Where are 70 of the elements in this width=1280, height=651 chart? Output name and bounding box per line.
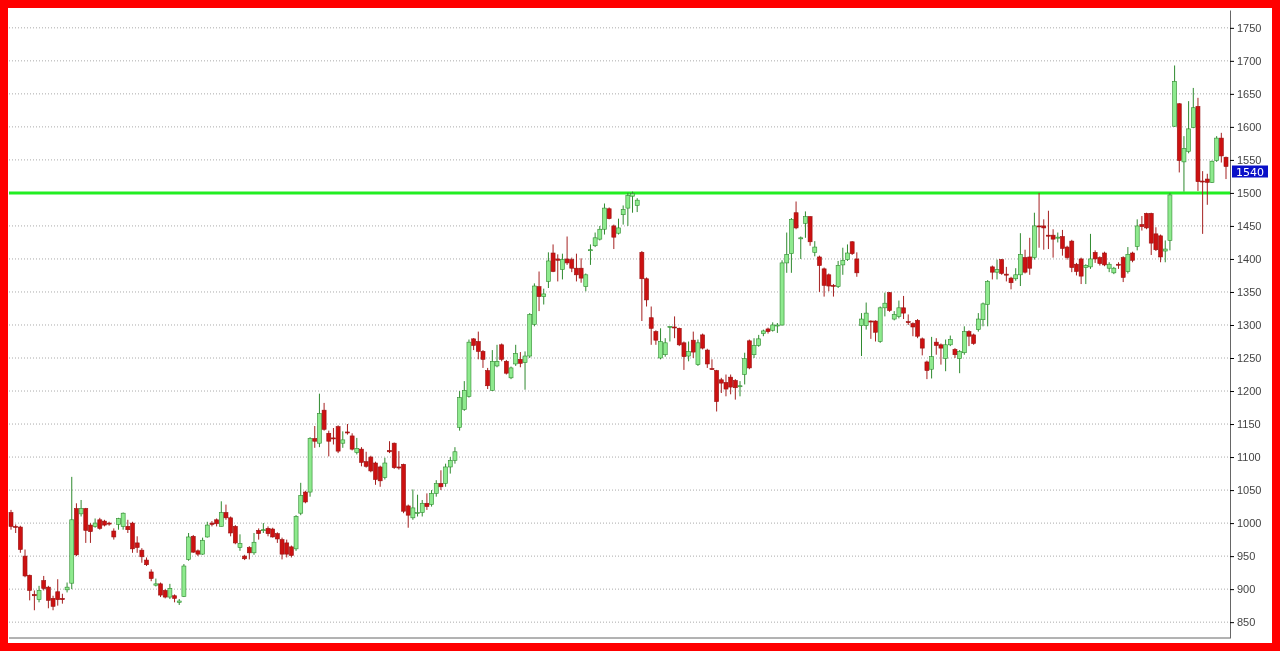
candlestick [868,319,874,340]
text: 1540 [1236,165,1264,179]
y-tick-label: 1500 [1237,186,1262,199]
candlestick [667,325,673,342]
candlestick [611,224,617,250]
candlestick [662,337,668,358]
candlestick [382,457,388,481]
candlestick [32,589,37,611]
y-tick-label: 1150 [1237,418,1261,431]
candlestick [251,532,257,556]
candlestick [410,488,416,521]
candlestick [901,295,906,320]
candlestick [359,446,364,467]
candlestick [326,430,332,457]
candlestick [742,352,747,385]
candlestick [994,259,1000,280]
y-tick-label: 850 [1237,616,1256,629]
candlestick [312,425,318,449]
y-tick-label: 1300 [1237,319,1262,332]
y-tick-label: 1250 [1237,352,1262,365]
candlestick [966,329,972,347]
candlestick [8,509,14,531]
candlestick [83,507,89,544]
candlestick [237,533,243,552]
candlestick [751,337,757,359]
candlestick [1078,257,1084,285]
candlestick [686,341,691,362]
candlestick [737,380,743,397]
y-tick-label: 1400 [1237,252,1262,265]
candlestick [625,192,631,227]
y-tick-label: 1700 [1237,54,1262,67]
candlestick [78,499,84,517]
candlestick [1036,192,1042,249]
y-tick-label: 1600 [1237,120,1262,133]
y-tick-label: 1050 [1237,484,1262,497]
candlestick [438,469,444,491]
candlestick [578,257,584,284]
y-tick-label: 1650 [1237,87,1262,100]
candlestick [695,339,701,367]
candlestick [863,302,869,331]
candlestick [1134,218,1140,251]
y-tick-label: 1350 [1237,285,1262,298]
candlestick [513,344,518,367]
candlestick [1139,215,1145,232]
candlestick [424,492,430,511]
candlestick [186,532,191,562]
candlestick [92,517,98,529]
candlestick [723,374,729,397]
candlestick [690,331,696,359]
candlestick [546,251,551,289]
y-tick-label: 1200 [1237,385,1262,398]
candlestick [1125,246,1131,274]
y-tick-label: 1100 [1237,451,1261,464]
candlestick [929,336,934,379]
candlestick [803,210,808,239]
candlestick [560,253,565,280]
candlestick [821,267,827,298]
y-tick-label: 1000 [1237,517,1262,530]
y-tick-label: 950 [1237,550,1256,563]
candlestick [536,271,542,312]
candlestick [321,402,327,432]
y-tick-label: 1550 [1237,153,1262,166]
candlestick [485,367,490,390]
candlestick [938,342,944,366]
candlestick [793,201,799,230]
y-tick-label: 1750 [1237,21,1262,34]
candlestick [1060,229,1065,257]
candlestick [153,578,159,587]
y-tick-label: 1450 [1237,219,1262,232]
y-tick-label: 900 [1237,583,1256,596]
